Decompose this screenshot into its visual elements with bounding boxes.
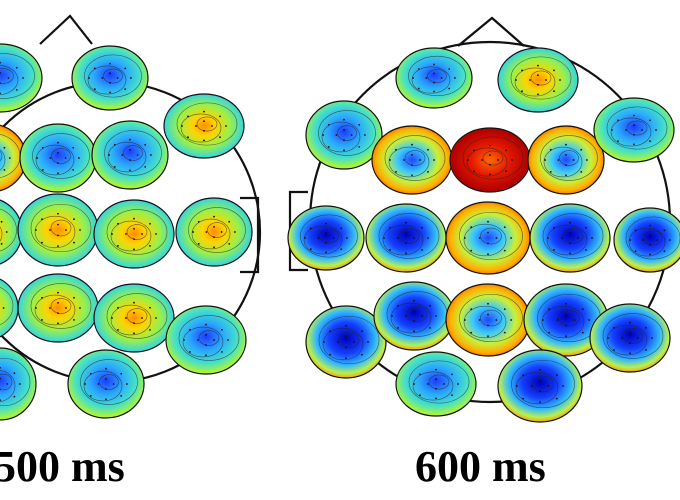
topo-map: [589, 303, 671, 373]
topo-map: [529, 203, 611, 273]
topo-map: [449, 127, 531, 193]
topo-map: [165, 305, 247, 375]
topo-map: [93, 199, 175, 269]
topo-map: [395, 47, 473, 109]
topo-map: [593, 97, 675, 163]
topo-map: [497, 47, 579, 113]
topo-map: [497, 349, 583, 423]
topo-map: [305, 100, 383, 170]
topo-map: [0, 43, 43, 113]
time-label-500ms: 500 ms: [0, 442, 125, 491]
topo-map: [0, 278, 19, 338]
topo-map: [17, 273, 99, 343]
topo-map: [163, 93, 245, 159]
topo-map: [613, 207, 680, 273]
topo-map: [445, 283, 531, 357]
topo-map: [0, 347, 37, 421]
topo-map: [365, 203, 447, 273]
topo-map: [373, 281, 455, 351]
time-label-600ms: 600 ms: [415, 442, 546, 491]
topo-map: [93, 283, 175, 353]
topo-maps-500ms: [0, 43, 253, 421]
topo-map: [445, 201, 531, 275]
topo-map: [67, 349, 145, 419]
topo-map: [287, 205, 365, 271]
topo-map: [395, 351, 477, 417]
topo-map: [527, 125, 605, 195]
topo-map: [91, 120, 169, 190]
topo-map: [19, 123, 97, 193]
topo-map: [71, 45, 149, 111]
topo-map: [175, 197, 253, 267]
topo-map: [17, 193, 99, 267]
topo-map: [371, 125, 453, 195]
topo-map: [305, 305, 387, 379]
topo-maps-600ms: [287, 47, 680, 423]
